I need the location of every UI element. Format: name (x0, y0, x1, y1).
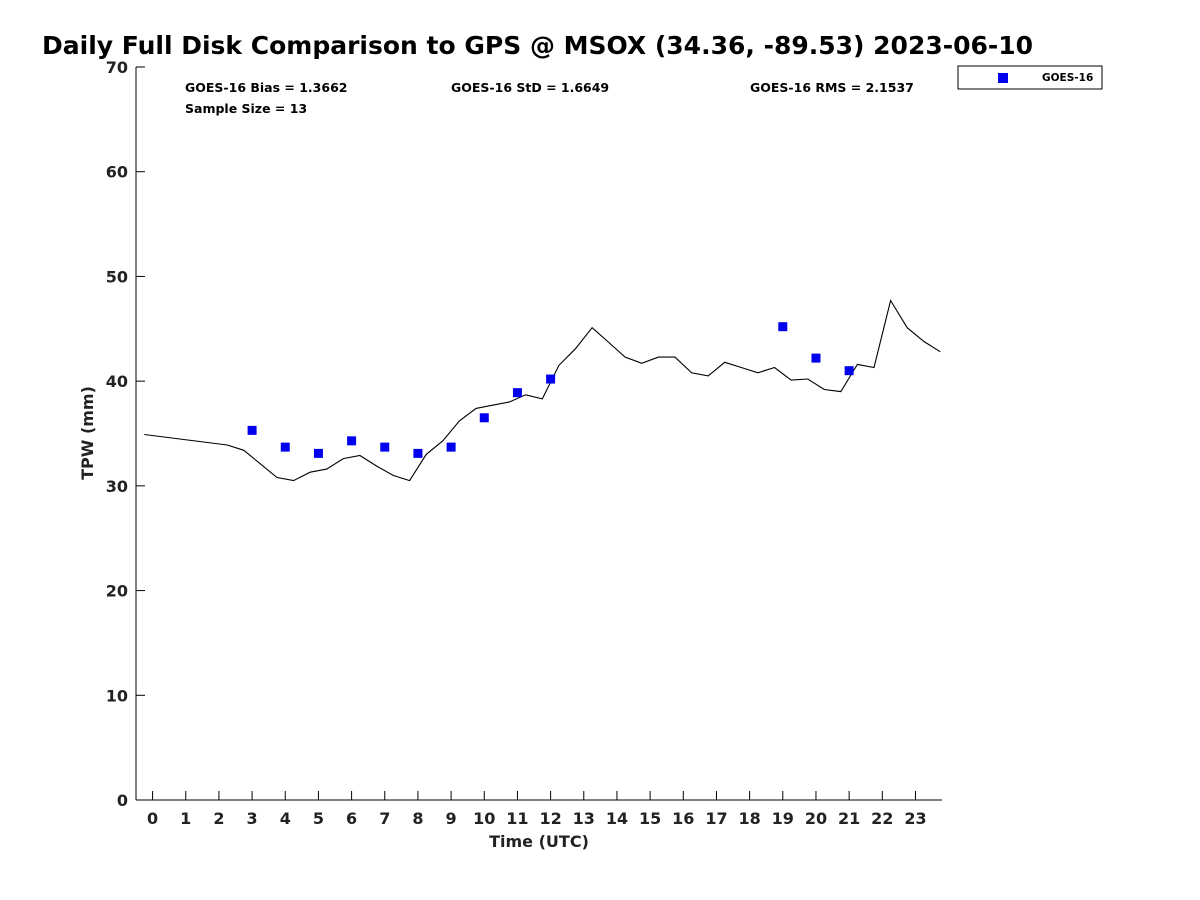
x-tick-label: 20 (805, 809, 827, 828)
x-tick-label: 16 (672, 809, 694, 828)
y-tick-label: 0 (117, 791, 128, 810)
legend-label-goes16: GOES-16 (1042, 72, 1093, 84)
x-tick-label: 23 (904, 809, 926, 828)
x-tick-label: 11 (506, 809, 528, 828)
y-tick-label: 70 (106, 58, 128, 77)
goes16-point (380, 442, 390, 452)
x-axis-label: Time (UTC) (489, 832, 589, 851)
stat-sample-size: Sample Size = 13 (185, 101, 307, 116)
goes16-point (778, 322, 788, 332)
stat-std: GOES-16 StD = 1.6649 (451, 80, 609, 95)
x-tick-label: 13 (573, 809, 595, 828)
y-tick-label: 10 (106, 686, 128, 705)
x-tick-label: 21 (838, 809, 860, 828)
goes16-point (313, 448, 323, 458)
x-tick-label: 14 (606, 809, 628, 828)
goes16-point (844, 366, 854, 376)
x-tick-label: 15 (639, 809, 661, 828)
x-tick-label: 18 (738, 809, 760, 828)
x-tick-label: 6 (346, 809, 357, 828)
x-tick-label: 4 (280, 809, 291, 828)
y-tick-label: 50 (106, 267, 128, 286)
x-tick-label: 22 (871, 809, 893, 828)
y-tick-label: 30 (106, 477, 128, 496)
stat-rms: GOES-16 RMS = 2.1537 (750, 80, 914, 95)
x-tick-label: 8 (412, 809, 423, 828)
goes16-point (811, 353, 821, 363)
y-tick-label: 40 (106, 372, 128, 391)
x-tick-label: 17 (705, 809, 727, 828)
x-tick-labels: 0 1 2 3 4 5 6 7 8 9 10 11 12 13 14 15 16 17 18 19 20 21 22 23 (147, 809, 927, 828)
x-tick-label: 10 (473, 809, 495, 828)
goes16-point (347, 436, 357, 446)
x-tick-label: 3 (247, 809, 258, 828)
chart-title: Daily Full Disk Comparison to GPS @ MSOX… (42, 31, 1033, 60)
plot-area: 0 1 2 3 4 5 6 7 8 9 10 11 12 13 14 15 16 17 18 19 20 21 22 23 0… (106, 58, 942, 828)
goes16-point (546, 374, 556, 384)
goes16-point (446, 442, 456, 452)
x-tick-label: 0 (147, 809, 158, 828)
goes16-point (479, 413, 489, 423)
x-tick-label: 2 (213, 809, 224, 828)
x-tick-label: 19 (772, 809, 794, 828)
gps-tpw-line (144, 299, 941, 482)
legend-marker-goes16 (998, 73, 1008, 83)
y-axis-label: TPW (mm) (78, 386, 97, 480)
series-layer (144, 299, 941, 482)
stat-bias: GOES-16 Bias = 1.3662 (185, 80, 347, 95)
y-tick-label: 20 (106, 582, 128, 601)
goes16-point (413, 448, 423, 458)
goes16-point (280, 442, 290, 452)
x-tick-label: 9 (446, 809, 457, 828)
x-tick-label: 1 (180, 809, 191, 828)
goes16-point (247, 425, 257, 435)
y-tick-label: 60 (106, 163, 128, 182)
x-tick-label: 5 (313, 809, 324, 828)
x-tick-label: 7 (379, 809, 390, 828)
x-tick-label: 12 (539, 809, 561, 828)
y-tick-labels: 0 10 20 30 40 50 60 70 (106, 58, 128, 810)
goes16-point (512, 388, 522, 398)
legend-box (957, 65, 1103, 90)
legend: GOES-16 (957, 65, 1103, 90)
